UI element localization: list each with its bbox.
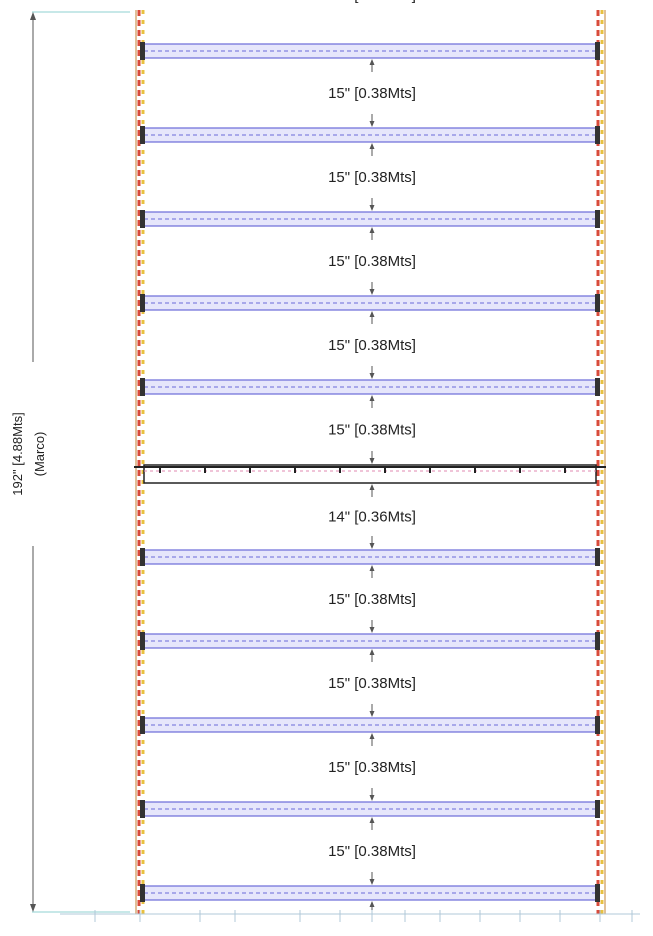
spacing-label: 15" [0.38Mts] <box>328 422 416 439</box>
spacing-label: 15" [0.38Mts] <box>328 759 416 776</box>
spacing-label: 15" [0.38Mts] <box>328 0 416 4</box>
spacing-dimension: 14" [0.36Mts] <box>328 484 416 549</box>
rung <box>140 294 600 312</box>
spacing-dimension: 15" [0.38Mts] <box>328 733 416 801</box>
mid-beam-ticks <box>159 467 566 473</box>
rungs <box>140 42 600 902</box>
spacing-label: 15" [0.38Mts] <box>328 169 416 186</box>
spacing-dimensions: 15" [0.38Mts] 15" [0.38Mts] 15" [0.38Mts] 1… <box>328 0 416 914</box>
right-rail <box>596 10 606 914</box>
rung <box>140 716 600 734</box>
mid-beam <box>134 464 606 484</box>
spacing-dimension: 15" [0.38Mts] <box>328 311 416 379</box>
spacing-dimension: 15" [0.38Mts] <box>328 59 416 127</box>
overall-height-sublabel: (Marco) <box>32 432 47 477</box>
spacing-label: 15" [0.38Mts] <box>328 85 416 102</box>
spacing-dimension: 15" [0.38Mts] <box>328 143 416 211</box>
rung <box>140 126 600 144</box>
rung <box>140 210 600 228</box>
spacing-dimension: 15" [0.38Mts] <box>328 817 416 885</box>
rung <box>140 632 600 650</box>
left-rail <box>135 10 145 914</box>
spacing-label: 15" [0.38Mts] <box>328 337 416 354</box>
spacing-label: 14" [0.36Mts] <box>328 509 416 526</box>
rung <box>140 884 600 902</box>
rung <box>140 42 600 60</box>
spacing-dimension: 15" [0.38Mts] <box>328 395 416 464</box>
rung <box>140 800 600 818</box>
spacing-label: 15" [0.38Mts] <box>328 843 416 860</box>
spacing-label: 15" [0.38Mts] <box>328 591 416 608</box>
spacing-dimension: 15" [0.38Mts] <box>328 565 416 633</box>
overall-height-dimension: 192" [4.88Mts] (Marco) <box>10 11 130 913</box>
overall-height-label: 192" [4.88Mts] <box>10 412 25 495</box>
spacing-label: 15" [0.38Mts] <box>328 253 416 270</box>
rung <box>140 548 600 566</box>
spacing-dimension: 15" [0.38Mts] <box>328 227 416 295</box>
bottom-ruler <box>60 910 640 922</box>
spacing-dimension: 15" [0.38Mts] <box>328 649 416 717</box>
spacing-label: 15" [0.38Mts] <box>328 675 416 692</box>
rung <box>140 378 600 396</box>
